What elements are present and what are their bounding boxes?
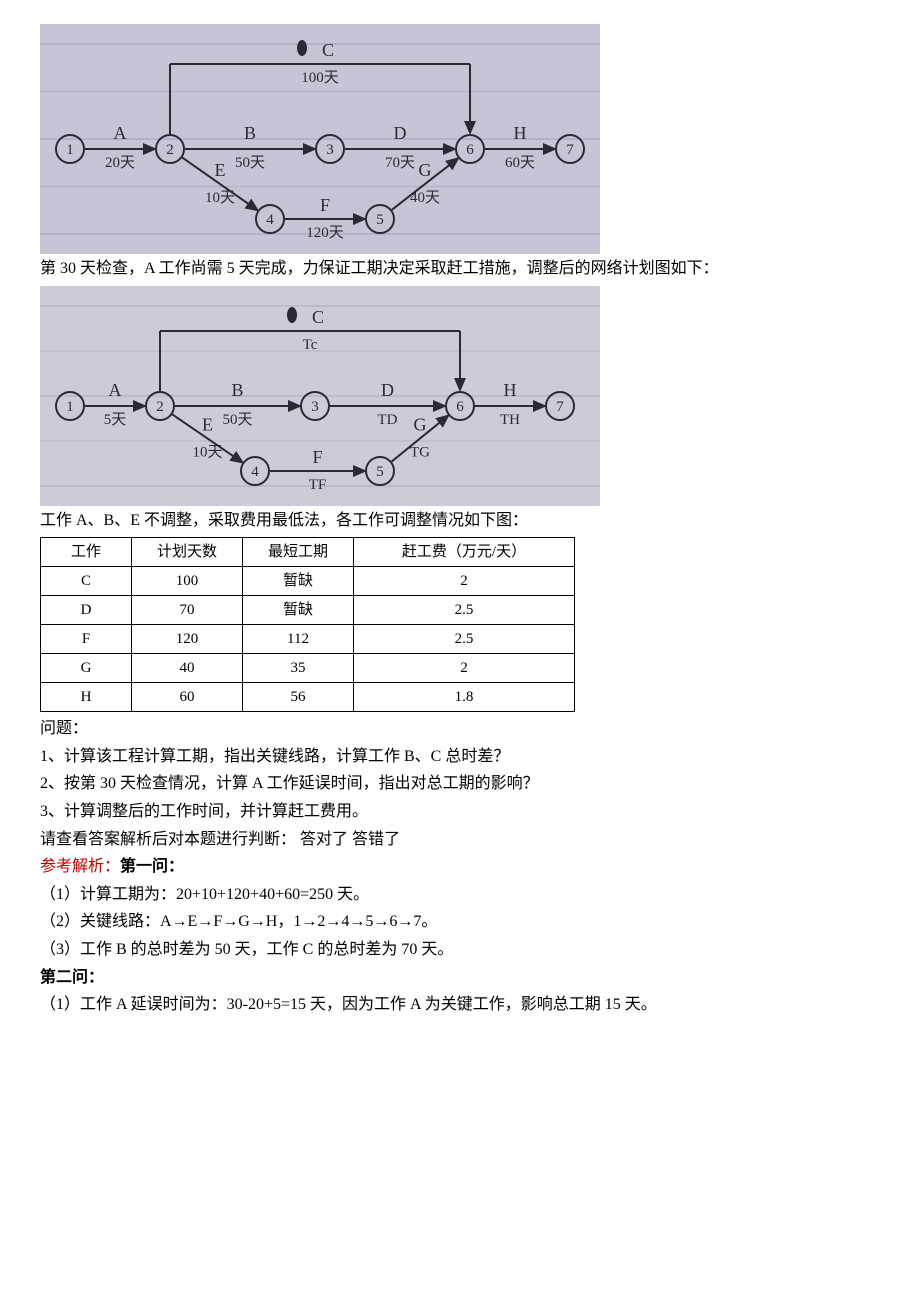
svg-text:C: C [312, 307, 324, 327]
table-row: D70暂缺2.5 [41, 596, 575, 625]
table-cell: 2.5 [354, 625, 575, 654]
answer-line: （1）工作 A 延误时间为：30-20+5=15 天，因为工作 A 为关键工作，… [40, 992, 880, 1018]
svg-text:5天: 5天 [104, 412, 127, 428]
answer1-label: 第一问： [120, 858, 184, 875]
svg-text:1: 1 [66, 399, 74, 415]
svg-text:E: E [215, 160, 226, 180]
table-cell: 暂缺 [243, 567, 354, 596]
table-cell: 35 [243, 654, 354, 683]
svg-text:H: H [514, 123, 527, 143]
svg-text:E: E [202, 414, 213, 434]
svg-text:4: 4 [266, 212, 274, 228]
svg-text:2: 2 [156, 399, 164, 415]
table-cell: 40 [132, 654, 243, 683]
table-cell: 2 [354, 567, 575, 596]
svg-text:60天: 60天 [505, 155, 535, 171]
svg-text:50天: 50天 [235, 155, 265, 171]
question-line: 3、计算调整后的工作时间，并计算赶工费用。 [40, 799, 880, 825]
svg-text:10天: 10天 [205, 190, 235, 206]
svg-text:TH: TH [500, 412, 520, 428]
table-cell: D [41, 596, 132, 625]
questions-label: 问题： [40, 716, 880, 742]
svg-text:B: B [231, 380, 243, 400]
table-cell: C [41, 567, 132, 596]
svg-text:F: F [320, 195, 330, 215]
svg-text:4: 4 [251, 464, 259, 480]
table-cell: 112 [243, 625, 354, 654]
reference-label: 参考解析： [40, 858, 120, 875]
svg-text:6: 6 [466, 142, 474, 158]
svg-text:1: 1 [66, 142, 74, 158]
table-row: F1201122.5 [41, 625, 575, 654]
svg-text:Tc: Tc [303, 337, 318, 353]
network-diagram-1: C 100天 A 20天 B 50天 D 70天 H 60天 E 10天 F 120天 G 40天 1 2 3 4 5 6… [40, 24, 880, 254]
svg-text:5: 5 [376, 212, 384, 228]
table-header: 计划天数 [132, 538, 243, 567]
table-cell: 60 [132, 683, 243, 712]
paragraph-1: 第 30 天检查，A 工作尚需 5 天完成，力保证工期决定采取赶工措施，调整后的… [40, 256, 880, 282]
svg-text:G: G [419, 160, 432, 180]
svg-text:20天: 20天 [105, 155, 135, 171]
answer2-label: 第二问： [40, 965, 880, 991]
svg-text:TD: TD [378, 412, 398, 428]
answer-line: （3）工作 B 的总时差为 50 天，工作 C 的总时差为 70 天。 [40, 937, 880, 963]
svg-text:70天: 70天 [385, 155, 415, 171]
svg-text:6: 6 [456, 399, 464, 415]
table-cell: 2.5 [354, 596, 575, 625]
table-row: C100暂缺2 [41, 567, 575, 596]
svg-text:10天: 10天 [192, 444, 222, 460]
svg-text:5: 5 [376, 464, 384, 480]
svg-text:G: G [414, 414, 427, 434]
table-header: 工作 [41, 538, 132, 567]
svg-text:3: 3 [326, 142, 334, 158]
svg-text:2: 2 [166, 142, 174, 158]
svg-text:D: D [394, 123, 407, 143]
svg-text:3: 3 [311, 399, 319, 415]
table-cell: 120 [132, 625, 243, 654]
table-cell: 100 [132, 567, 243, 596]
table-row: H60561.8 [41, 683, 575, 712]
reference-analysis-line: 参考解析：第一问： [40, 854, 880, 880]
svg-text:F: F [312, 447, 322, 467]
svg-text:B: B [244, 123, 256, 143]
table-header: 赶工费（万元/天） [354, 538, 575, 567]
table-cell: 56 [243, 683, 354, 712]
svg-text:H: H [504, 380, 517, 400]
svg-text:40天: 40天 [410, 190, 440, 206]
answer-line: （1）计算工期为：20+10+120+40+60=250 天。 [40, 882, 880, 908]
table-cell: F [41, 625, 132, 654]
svg-text:A: A [114, 123, 127, 143]
paragraph-2: 工作 A、B、E 不调整，采取费用最低法，各工作可调整情况如下图： [40, 508, 880, 534]
adjustment-table: 工作计划天数最短工期赶工费（万元/天） C100暂缺2D70暂缺2.5F1201… [40, 537, 575, 712]
network-diagram-2: C Tc A 5天 B 50天 D TD H TH E 10天 F TF G TG 1 2 3 4 5 6 7 [40, 286, 880, 506]
question-line: 1、计算该工程计算工期，指出关键线路，计算工作 B、C 总时差？ [40, 744, 880, 770]
svg-text:50天: 50天 [222, 412, 252, 428]
svg-text:D: D [381, 380, 394, 400]
table-cell: 70 [132, 596, 243, 625]
table-cell: H [41, 683, 132, 712]
table-cell: 暂缺 [243, 596, 354, 625]
svg-text:7: 7 [556, 399, 564, 415]
svg-text:C: C [322, 40, 334, 60]
table-header: 最短工期 [243, 538, 354, 567]
svg-text:TG: TG [410, 444, 430, 460]
table-cell: G [41, 654, 132, 683]
svg-text:A: A [109, 380, 122, 400]
table-row: G40352 [41, 654, 575, 683]
svg-text:120天: 120天 [306, 225, 344, 241]
table-cell: 1.8 [354, 683, 575, 712]
table-cell: 2 [354, 654, 575, 683]
judge-line: 请查看答案解析后对本题进行判断： 答对了 答错了 [40, 827, 880, 853]
question-line: 2、按第 30 天检查情况，计算 A 工作延误时间，指出对总工期的影响？ [40, 771, 880, 797]
svg-text:7: 7 [566, 142, 574, 158]
svg-text:TF: TF [309, 477, 327, 493]
answer-line: （2）关键线路：A→E→F→G→H，1→2→4→5→6→7。 [40, 909, 880, 935]
svg-text:100天: 100天 [301, 70, 339, 86]
